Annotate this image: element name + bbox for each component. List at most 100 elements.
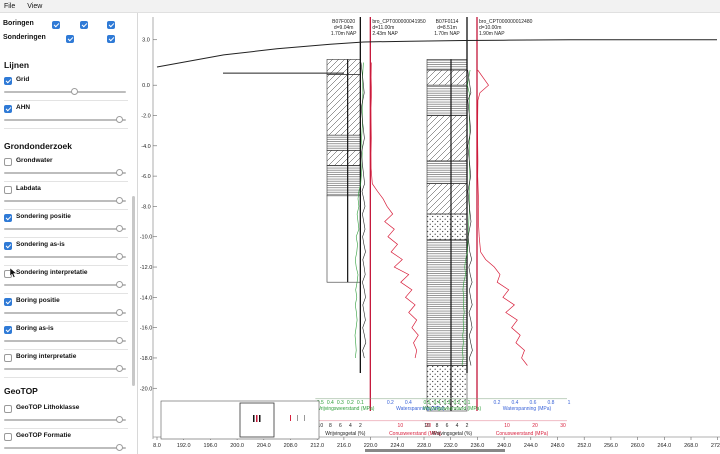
lijnen-checkbox[interactable] [4,77,12,85]
lijnen-checkbox[interactable] [4,105,12,113]
x-tick-label: 240.0 [497,443,511,449]
x-tick-label: 200.0 [230,443,244,449]
grondonderzoek-checkbox[interactable] [4,242,12,250]
grondonderzoek-item: Boring as-is [0,324,130,350]
slider-knob[interactable] [115,197,123,204]
grondonderzoek-checkbox[interactable] [4,298,12,306]
cone-resistance-line [477,69,528,366]
cpt-label: d=10.00m [479,25,501,31]
grondonderzoek-label: Grondwater [16,157,53,164]
water-tick-label: 0.4 [405,400,412,406]
grondonderzoek-label: Boring positie [16,297,60,304]
borehole-layer [326,150,361,166]
sonderingen-checkbox-2[interactable] [107,35,115,43]
x-tick-label: 260.0 [631,443,645,449]
lijnen-label: Grid [16,76,30,83]
y-tick-label: -6.0 [141,174,150,180]
boringen-checkbox-3[interactable] [107,21,115,29]
friction-line [354,62,364,359]
grondonderzoek-opacity-slider[interactable] [4,309,126,316]
borehole-label: 1.70m NAP [331,31,357,37]
x-tick-label: 264.0 [657,443,671,449]
cross-section-plot[interactable]: 3.0 0.0 -2.0 -4.0 -6.0 -8.0 -10.0 -12.0 -14.0 -16… [139,13,720,454]
boringen-checkbox-1[interactable] [52,21,60,29]
borehole-layer [426,239,468,366]
geotop-opacity-slider[interactable] [4,416,126,423]
slider-knob[interactable] [115,225,123,232]
horizontal-scrollbar[interactable] [365,449,505,452]
x-tick-label: 232.0 [444,443,458,449]
x-tick-label: 272.0 [711,443,720,449]
ratio-tick-label: 2 [466,423,469,429]
slider-knob[interactable] [115,416,123,423]
slider-knob[interactable] [115,253,123,260]
slider-knob[interactable] [115,116,123,123]
sonderingen-checkbox-1[interactable] [66,35,74,43]
menu-file[interactable]: File [4,2,16,10]
water-tick-label: 0.8 [548,400,555,406]
divider [4,377,128,378]
slider-knob[interactable] [115,169,123,176]
ratio-tick-label: 2 [359,423,362,429]
menu-view[interactable]: View [27,2,43,10]
cpt-label: bro_CPT000000012480 [479,19,533,25]
grondonderzoek-opacity-slider[interactable] [4,197,126,204]
slider-knob[interactable] [70,88,78,95]
geotop-checkbox[interactable] [4,405,12,413]
lijnen-opacity-slider[interactable] [4,88,126,95]
slider-knob[interactable] [115,309,123,316]
divider [4,349,128,350]
grondonderzoek-checkbox[interactable] [4,158,12,166]
grondonderzoek-checkbox[interactable] [4,354,12,362]
slider-knob[interactable] [115,337,123,344]
x-tick-label: 252.0 [577,443,591,449]
row-boringen-label: Boringen [3,20,34,27]
geotop-opacity-slider[interactable] [4,444,126,451]
water-tick-label: 0.4 [512,400,519,406]
menu-bar: File View [0,0,720,13]
friction-axis-title: Wrijvingsweerstand (MPa) [316,406,375,412]
grondonderzoek-opacity-slider[interactable] [4,169,126,176]
lijnen-item: Grid [0,75,130,101]
cross-section-chart[interactable]: 3.0 0.0 -2.0 -4.0 -6.0 -8.0 -10.0 -12.0 -14.0 -16… [139,13,720,454]
grondonderzoek-item: Sondering interpretatie [0,268,130,294]
ground-level-line [156,39,717,68]
x-tick-label: 208.0 [284,443,298,449]
ratio-line [467,69,473,366]
y-tick-label: -14.0 [140,295,153,301]
lijnen-opacity-slider[interactable] [4,116,126,123]
slider-knob[interactable] [115,365,123,372]
ratio-tick-label: 6 [446,423,449,429]
grondonderzoek-checkbox[interactable] [4,186,12,194]
friction-tick-label: 0.5 [424,400,431,406]
ratio-tick-label: 10 [424,423,430,429]
cone-resistance-line [370,62,419,359]
grondonderzoek-opacity-slider[interactable] [4,337,126,344]
cpt-label: bro_CPT000000041950 [372,19,426,25]
grondonderzoek-opacity-slider[interactable] [4,281,126,288]
grondonderzoek-opacity-slider[interactable] [4,365,126,372]
borehole-layer [426,115,468,162]
mouse-pointer-icon [10,268,18,278]
borehole-layer [326,74,361,136]
grondonderzoek-opacity-slider[interactable] [4,253,126,260]
grondonderzoek-checkbox[interactable] [4,326,12,334]
x-tick-label: 204.0 [257,443,271,449]
borehole-layer [426,59,468,71]
sidebar-scrollbar[interactable] [132,196,135,386]
boringen-checkbox-2[interactable] [80,21,88,29]
geotop-label: GeoTOP Lithoklasse [16,404,80,411]
slider-knob[interactable] [115,444,123,451]
overview-minimap[interactable] [160,400,320,440]
grondonderzoek-opacity-slider[interactable] [4,225,126,232]
y-tick-label: -16.0 [140,326,153,332]
slider-knob[interactable] [115,281,123,288]
geotop-item: GeoTOP Formatie [0,431,130,454]
borehole-label: d=9.04m [334,25,354,31]
y-tick-label: 0.0 [142,83,150,89]
grondonderzoek-checkbox[interactable] [4,214,12,222]
ratio-tick-label: 4 [456,423,459,429]
geotop-checkbox[interactable] [4,433,12,441]
y-tick-label: -20.0 [140,386,153,392]
